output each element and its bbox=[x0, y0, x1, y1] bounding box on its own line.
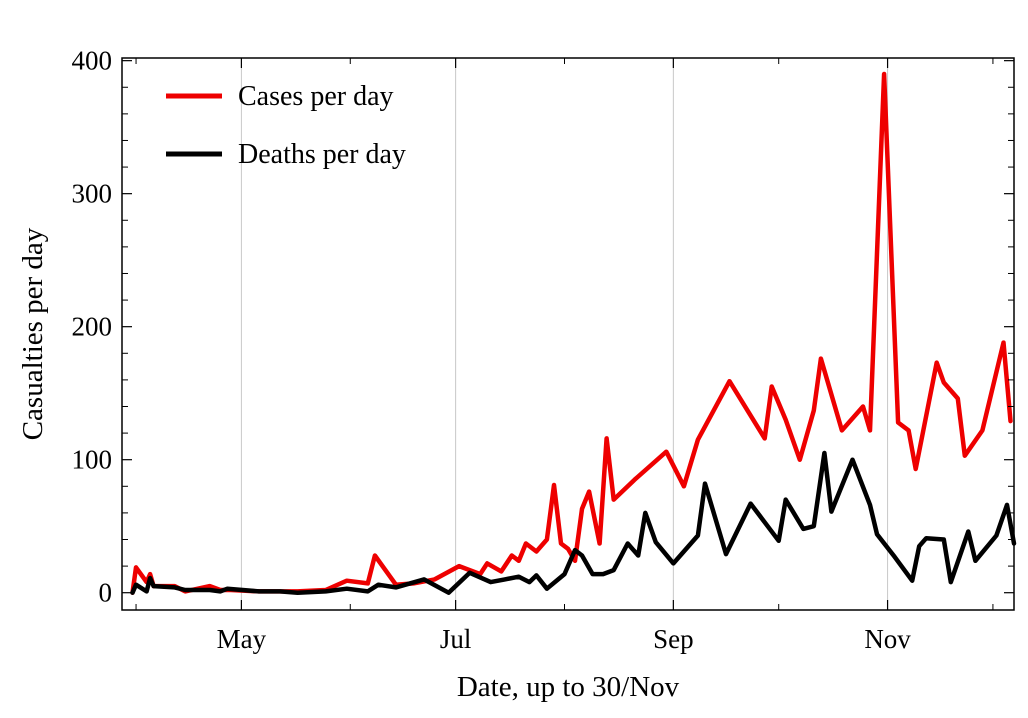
x-tick-label: Sep bbox=[653, 624, 694, 654]
plot-frame bbox=[121, 57, 1015, 611]
y-axis-title: Casualties per day bbox=[17, 227, 49, 440]
x-axis-title: Date, up to 30/Nov bbox=[457, 671, 680, 703]
x-tick-label: Jul bbox=[440, 624, 472, 654]
x-tick-label: Nov bbox=[864, 624, 911, 654]
y-tick-label: 400 bbox=[72, 46, 113, 76]
y-tick-label: 100 bbox=[72, 445, 113, 475]
legend-label: Deaths per day bbox=[238, 139, 406, 170]
y-tick-label: 0 bbox=[99, 578, 113, 608]
legend: Cases per day Deaths per day bbox=[166, 81, 406, 170]
series-line-deaths bbox=[130, 450, 1017, 595]
y-tick-label: 200 bbox=[72, 312, 113, 342]
legend-label: Cases per day bbox=[238, 81, 394, 112]
y-tick-label: 300 bbox=[72, 179, 113, 209]
series-lines bbox=[130, 71, 1017, 595]
x-tick-label: May bbox=[217, 624, 267, 654]
axis-ticks: May Jul Sep Nov 0 100 200 300 400 bbox=[72, 46, 1014, 654]
